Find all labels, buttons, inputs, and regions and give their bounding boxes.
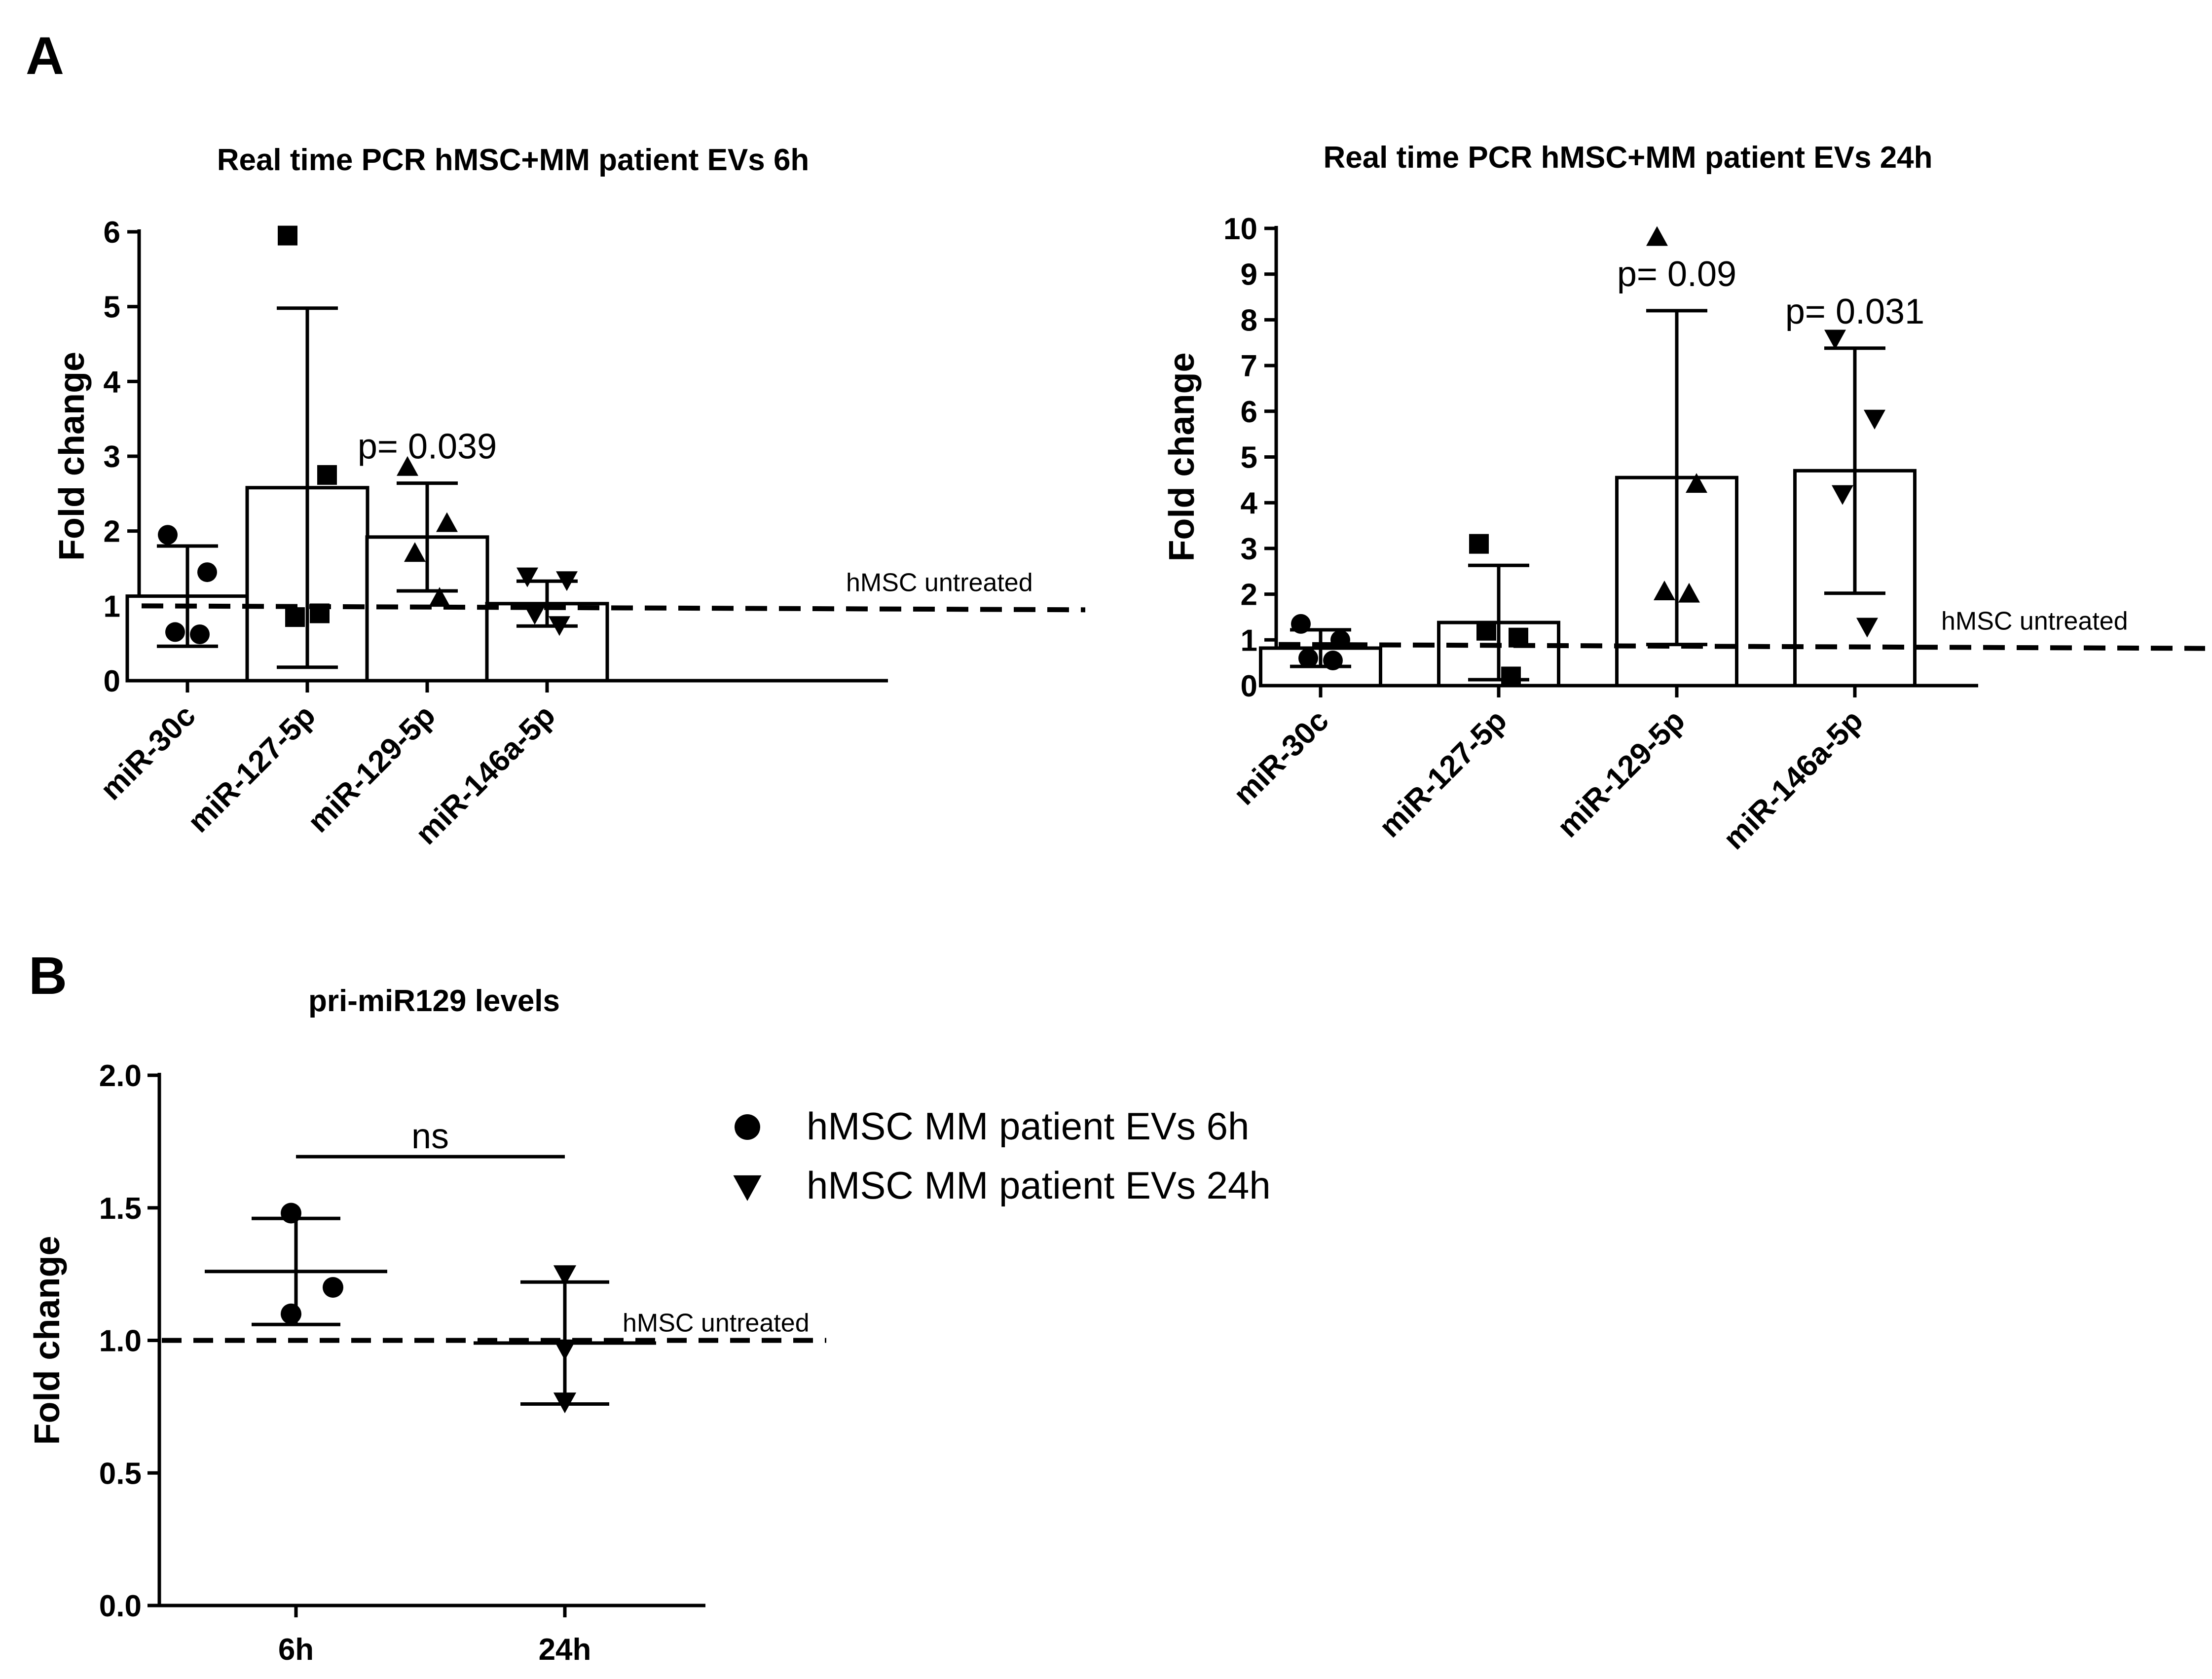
x-tick-label: miR-146a-5p — [1717, 703, 1870, 856]
legend-entry: hMSC MM patient EVs 24h — [807, 1164, 1271, 1207]
p-value-annotation: p= 0.039 — [358, 427, 497, 467]
y-tick-label: 1 — [104, 589, 120, 623]
data-point — [158, 525, 178, 545]
y-tick-label: 6 — [104, 216, 120, 250]
data-point — [1330, 630, 1350, 650]
y-tick-label: 2 — [104, 515, 120, 549]
x-tick-label: 6h — [278, 1633, 314, 1667]
data-point — [197, 562, 217, 583]
data-point — [1832, 485, 1853, 505]
y-tick-label: 0.0 — [99, 1589, 142, 1623]
data-point — [516, 567, 538, 587]
chart-pri-mir129-scatter: pri-miR129 levels 0.0 0.5 1.0 1.5 2.0 Fold cha… — [28, 984, 1271, 1667]
data-point — [436, 512, 458, 532]
legend-entry: hMSC MM patient EVs 6h — [807, 1104, 1249, 1148]
legend-marker — [733, 1175, 762, 1201]
y-axis-label: Fold change — [1162, 352, 1202, 561]
x-tick-label: miR-127-5p — [182, 698, 322, 839]
data-point — [553, 1392, 577, 1414]
data-point — [1501, 666, 1521, 687]
y-tick-label: 6 — [1241, 395, 1257, 429]
legend-marker — [735, 1114, 760, 1140]
y-tick-label: 9 — [1241, 258, 1257, 292]
data-point — [165, 622, 185, 642]
y-tick-label: 1.5 — [99, 1192, 142, 1226]
data-point — [1469, 534, 1489, 554]
data-point — [1864, 409, 1885, 430]
panel-letter-b: B — [29, 946, 67, 1005]
y-tick-label: 2.0 — [99, 1059, 142, 1093]
data-point — [1323, 651, 1343, 671]
y-tick-label: 5 — [104, 291, 120, 325]
data-point — [281, 1203, 301, 1224]
data-point — [524, 605, 546, 625]
data-point — [278, 225, 297, 246]
chart-title: Real time PCR hMSC+MM patient EVs 24h — [1323, 141, 1932, 175]
y-tick-label: 0.5 — [99, 1457, 142, 1491]
p-value-annotation: p= 0.09 — [1617, 255, 1736, 294]
data-point — [549, 616, 570, 636]
chart-6h-bar-plot: Real time PCR hMSC+MM patient EVs 6h 0 1 2 3… — [52, 143, 1086, 851]
data-point — [429, 587, 450, 607]
reference-line — [1278, 642, 2206, 651]
data-point — [281, 1303, 301, 1324]
x-tick-label: miR-30c — [94, 698, 202, 806]
data-point — [553, 1339, 577, 1360]
chart-title: Real time PCR hMSC+MM patient EVs 6h — [217, 143, 810, 177]
data-point — [1509, 627, 1528, 648]
data-point — [1476, 620, 1496, 641]
y-tick-label: 4 — [104, 365, 121, 399]
data-point — [1291, 614, 1311, 634]
data-point — [1654, 580, 1675, 600]
data-point — [1298, 648, 1318, 668]
panel-letter-a: A — [26, 26, 64, 85]
data-point — [310, 603, 330, 623]
x-tick-label: 24h — [539, 1633, 591, 1667]
y-tick-label: 1.0 — [99, 1324, 142, 1358]
y-tick-label: 2 — [1241, 578, 1257, 612]
data-point — [285, 607, 305, 627]
y-axis-label: Fold change — [52, 352, 92, 561]
data-point — [1686, 473, 1707, 493]
reference-label: hMSC untreated — [846, 568, 1033, 597]
chart-title: pri-miR129 levels — [308, 984, 560, 1018]
y-tick-label: 10 — [1223, 212, 1257, 246]
data-point — [404, 542, 426, 562]
significance-label: ns — [411, 1117, 449, 1156]
reference-label: hMSC untreated — [623, 1309, 810, 1338]
y-tick-label: 5 — [1241, 441, 1257, 475]
y-tick-label: 7 — [1241, 349, 1257, 383]
data-point — [553, 1265, 577, 1286]
data-point — [1678, 583, 1700, 603]
p-value-annotation: p= 0.031 — [1785, 292, 1924, 331]
y-tick-label: 3 — [1241, 532, 1257, 566]
data-point — [190, 624, 210, 644]
y-tick-label: 3 — [104, 440, 120, 474]
y-tick-label: 1 — [1241, 623, 1257, 657]
y-tick-label: 8 — [1241, 303, 1257, 337]
data-point — [317, 465, 337, 485]
chart-24h-bar-plot: Real time PCR hMSC+MM patient EVs 24h 0 1 2… — [1162, 141, 2206, 856]
data-point — [323, 1277, 343, 1298]
reference-line — [141, 603, 1086, 613]
y-tick-label: 4 — [1241, 486, 1258, 520]
data-point — [556, 571, 578, 591]
x-tick-label: miR-129-5p — [1551, 703, 1692, 844]
reference-label: hMSC untreated — [1941, 607, 2128, 636]
x-tick-label: miR-30c — [1227, 703, 1335, 811]
data-point — [1646, 226, 1668, 246]
y-tick-label: 0 — [1241, 669, 1257, 703]
y-axis-label: Fold change — [28, 1236, 67, 1445]
data-point — [397, 456, 418, 476]
y-tick-label: 0 — [104, 664, 120, 698]
x-tick-label: miR-127-5p — [1373, 703, 1513, 844]
data-point — [1824, 329, 1846, 350]
data-point — [1856, 618, 1878, 638]
